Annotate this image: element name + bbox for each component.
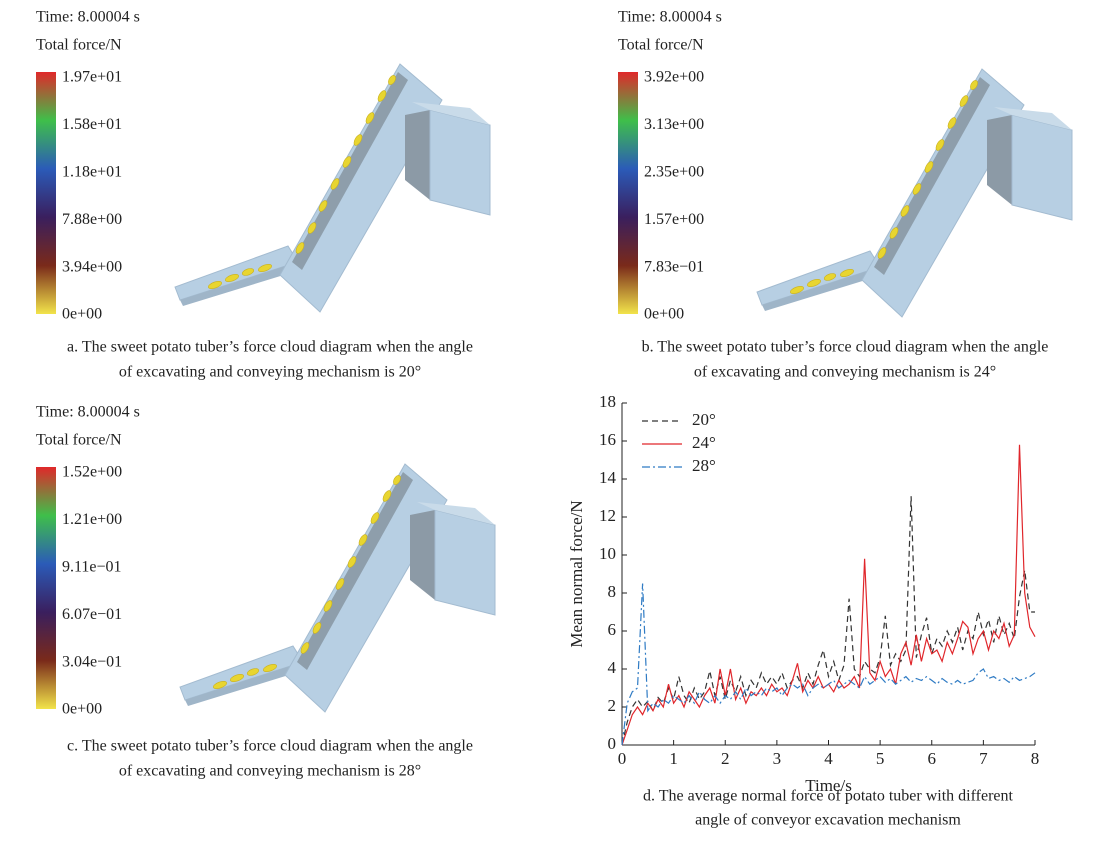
y-tick-label: 6 — [608, 620, 617, 639]
series-line — [621, 583, 1036, 746]
colorbar-label: 1.18e+01 — [62, 163, 122, 180]
colorbar-label: 2.35e+00 — [644, 163, 704, 180]
legend-label: 28° — [692, 456, 716, 475]
x-tick-label: 6 — [928, 749, 937, 768]
colorbar-label: 7.88e+00 — [62, 211, 122, 228]
x-axis-label: Time/s — [805, 776, 852, 795]
y-tick-label: 14 — [599, 468, 617, 487]
colorbar-label: 1.57e+00 — [644, 211, 704, 228]
colorbar-label: 1.21e+00 — [62, 511, 122, 528]
y-tick-label: 16 — [599, 430, 616, 449]
caption: a. The sweet potato tuber’s force cloud … — [67, 339, 473, 356]
x-tick-label: 1 — [669, 749, 678, 768]
caption: c. The sweet potato tuber’s force cloud … — [67, 738, 473, 755]
colorbar-label: 3.92e+00 — [644, 69, 704, 86]
x-tick-label: 5 — [876, 749, 885, 768]
caption: of excavating and conveying mechanism is… — [119, 763, 421, 780]
colorbar-label: 3.13e+00 — [644, 116, 704, 133]
colorbar-label: 7.83e−01 — [644, 258, 704, 275]
caption: b. The sweet potato tuber’s force cloud … — [642, 339, 1049, 356]
x-tick-label: 3 — [773, 749, 782, 768]
colorbar-title: Total force/N — [618, 37, 704, 54]
caption: of excavating and conveying mechanism is… — [119, 364, 421, 381]
colorbar-label: 3.94e+00 — [62, 258, 122, 275]
series-line — [621, 444, 1036, 746]
y-tick-label: 2 — [608, 696, 617, 715]
legend-label: 20° — [692, 410, 716, 429]
y-tick-label: 8 — [608, 582, 617, 601]
colorbar-label: 6.07e−01 — [62, 606, 122, 623]
caption: d. The average normal force of potato tu… — [643, 788, 1013, 805]
colorbar — [36, 467, 56, 709]
time-label: Time: 8.00004 s — [618, 9, 722, 26]
y-tick-label: 10 — [599, 544, 616, 563]
time-label: Time: 8.00004 s — [36, 9, 140, 26]
colorbar — [36, 72, 56, 314]
simulation-b — [756, 68, 1073, 318]
caption: angle of conveyor excavation mechanism — [695, 812, 961, 829]
colorbar-label: 9.11e−01 — [62, 558, 122, 575]
colorbar-label: 3.04e−01 — [62, 653, 122, 670]
colorbar-title: Total force/N — [36, 432, 122, 449]
simulation-c — [179, 463, 496, 713]
time-label: Time: 8.00004 s — [36, 404, 140, 421]
colorbar-label: 0e+00 — [644, 306, 684, 323]
colorbar-label: 1.58e+01 — [62, 116, 122, 133]
x-tick-label: 8 — [1031, 749, 1040, 768]
legend-label: 24° — [692, 433, 716, 452]
colorbar-label: 0e+00 — [62, 306, 102, 323]
simulation-a — [174, 63, 491, 313]
y-axis-label: Mean normal force/N — [567, 500, 586, 647]
y-tick-label: 18 — [599, 392, 616, 411]
colorbar-label: 1.97e+01 — [62, 69, 122, 86]
x-tick-label: 4 — [824, 749, 833, 768]
y-tick-label: 0 — [608, 734, 617, 753]
x-tick-label: 2 — [721, 749, 730, 768]
colorbar-title: Total force/N — [36, 37, 122, 54]
colorbar — [618, 72, 638, 314]
x-tick-label: 7 — [979, 749, 988, 768]
y-tick-label: 12 — [599, 506, 616, 525]
caption: of excavating and conveying mechanism is… — [694, 364, 996, 381]
colorbar-label: 0e+00 — [62, 701, 102, 718]
y-tick-label: 4 — [608, 658, 617, 677]
colorbar-label: 1.52e+00 — [62, 464, 122, 481]
x-tick-label: 0 — [618, 749, 627, 768]
